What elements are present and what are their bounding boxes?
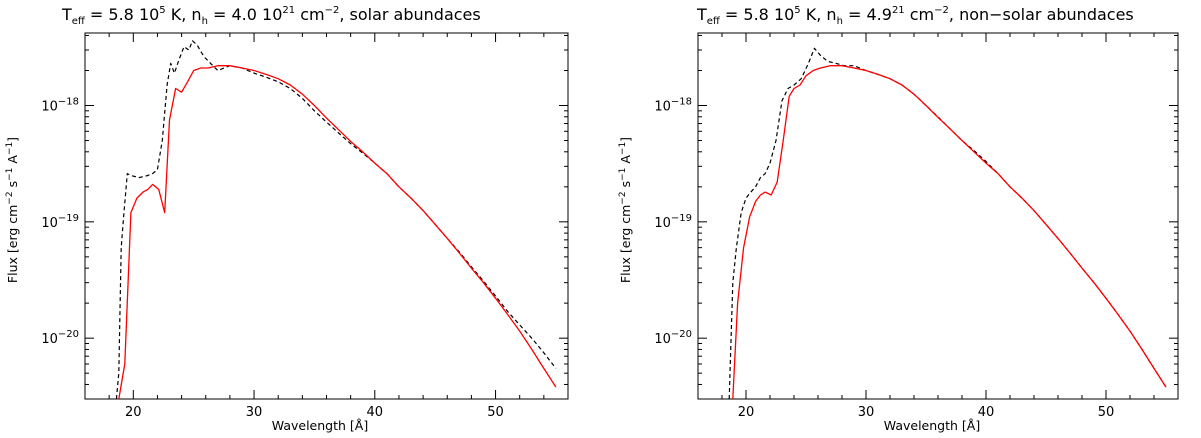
plot-area: 20 30 40 50 10−18 10−19 10−20 [41, 32, 569, 420]
chart-panel-right: Teff = 5.8 105 K, nh = 4.921 cm−2, non−s… [600, 0, 1201, 438]
series-line-dashed [115, 40, 557, 399]
x-tick-label: 30 [246, 405, 263, 420]
y-tick-label: 10−20 [654, 329, 692, 347]
plot-frame [697, 32, 1179, 400]
x-tick-label: 50 [487, 405, 504, 420]
series-line-dashed [728, 47, 1167, 399]
y-tick-label: 10−19 [654, 213, 692, 231]
x-axis-label: Wavelength [Å] [884, 418, 980, 433]
x-tick-label: 20 [125, 405, 142, 420]
x-tick-label: 40 [978, 405, 995, 420]
chart-panel-left: Teff = 5.8 105 K, nh = 4.0 1021 cm−2, so… [0, 0, 600, 438]
x-tick-label: 40 [367, 405, 384, 420]
x-tick-label: 50 [1098, 405, 1115, 420]
x-tick-label: 30 [858, 405, 875, 420]
x-tick-label: 20 [738, 405, 755, 420]
y-axis-label: Flux [erg cm−2 s−1 A−1] [5, 137, 20, 283]
y-axis-label: Flux [erg cm−2 s−1 A−1] [618, 137, 633, 283]
series-line-solid [118, 65, 557, 399]
y-tick-label: 10−20 [41, 329, 79, 347]
chart-left: Teff = 5.8 105 K, nh = 4.0 1021 cm−2, so… [5, 5, 569, 433]
chart-right: Teff = 5.8 105 K, nh = 4.921 cm−2, non−s… [618, 5, 1179, 433]
series-line-solid [732, 65, 1167, 399]
y-tick-label: 10−18 [654, 97, 692, 115]
y-tick-label: 10−19 [41, 213, 79, 231]
y-tick-label: 10−18 [41, 97, 79, 115]
chart-title: Teff = 5.8 105 K, nh = 4.921 cm−2, non−s… [696, 5, 1134, 27]
plot-frame [84, 32, 569, 400]
x-axis-label: Wavelength [Å] [272, 418, 368, 433]
plot-area: 20 30 40 50 10−18 10−19 10−20 [654, 32, 1179, 420]
chart-title: Teff = 5.8 105 K, nh = 4.0 1021 cm−2, so… [61, 5, 481, 27]
